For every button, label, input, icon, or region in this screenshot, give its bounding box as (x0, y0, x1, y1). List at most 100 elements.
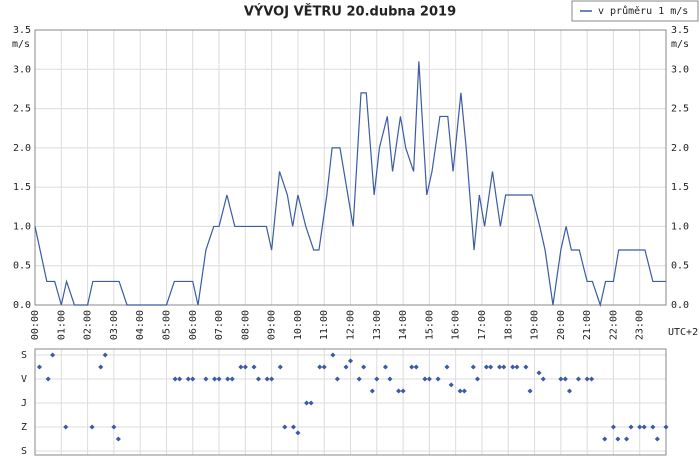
x-tick-label: 05:00 (161, 310, 172, 340)
x-tick-label: 19:00 (530, 310, 541, 340)
x-tick-label: 13:00 (372, 310, 383, 340)
y-tick-label: 0.0 (13, 300, 31, 311)
y-tick-label: Z (21, 422, 27, 433)
direction-point (413, 364, 419, 370)
direction-point (474, 376, 481, 382)
legend-label: v průměru 1 m/s (598, 5, 688, 17)
direction-point (527, 388, 533, 394)
direction-point (269, 376, 275, 382)
y-unit-left: m/s (12, 39, 30, 50)
y-tick-label-right: 3.0 (671, 64, 689, 75)
x-tick-label: 15:00 (424, 310, 435, 340)
direction-point (242, 364, 248, 370)
y-tick-label-right: 1.0 (671, 221, 689, 232)
x-tick-label: 00:00 (30, 310, 41, 340)
direction-point (361, 364, 367, 370)
direction-point (461, 388, 467, 394)
direction-point (374, 376, 380, 382)
direction-point (225, 376, 231, 382)
direction-point (409, 364, 415, 370)
y-tick-label: V (21, 374, 27, 385)
direction-point (98, 364, 104, 370)
direction-point (497, 364, 503, 370)
direction-point (641, 424, 647, 430)
x-tick-label: 22:00 (608, 310, 619, 340)
y-tick-label: 2.0 (13, 143, 31, 154)
x-tick-label: 21:00 (582, 310, 593, 340)
y-tick-label: 2.5 (13, 104, 31, 115)
y-unit-right: m/s (671, 39, 689, 50)
x-tick-label: 09:00 (267, 310, 278, 340)
direction-point (558, 376, 564, 382)
direction-point (387, 376, 393, 382)
direction-point (321, 364, 327, 370)
chart-title: VÝVOJ VĚTRU 20.dubna 2019 (244, 4, 456, 20)
y-tick-label-right: 0.5 (671, 261, 689, 272)
direction-point (212, 376, 218, 382)
direction-point (540, 376, 546, 382)
direction-point (330, 352, 336, 358)
plot-frame (34, 29, 667, 306)
direction-point (172, 376, 178, 382)
direction-point (663, 424, 669, 430)
x-tick-label: 06:00 (188, 310, 199, 340)
direction-point (308, 400, 314, 406)
direction-point (334, 376, 340, 382)
direction-point (470, 364, 476, 370)
direction-point (264, 376, 270, 382)
y-tick-label: 3.5 (13, 25, 31, 36)
x-tick-label: 23:00 (635, 310, 646, 340)
direction-point (290, 424, 296, 430)
x-tick-label: 10:00 (293, 310, 304, 340)
x-tick-label: 01:00 (56, 310, 67, 340)
direction-point (444, 364, 450, 370)
y-tick-label-right: 1.5 (671, 182, 689, 193)
direction-point (400, 388, 406, 394)
direction-point (396, 388, 402, 394)
direction-point (190, 376, 196, 382)
direction-point (426, 376, 432, 382)
y-tick-label-right: 2.5 (671, 104, 689, 115)
x-tick-label: 12:00 (346, 310, 357, 340)
direction-point (615, 436, 621, 442)
x-tick-label: 18:00 (503, 310, 514, 340)
direction-point (177, 376, 183, 382)
direction-point (238, 364, 244, 370)
direction-point (457, 388, 463, 394)
x-tick-label: 20:00 (556, 310, 567, 340)
direction-point (295, 430, 301, 436)
direction-point (566, 388, 573, 394)
direction-point (343, 364, 349, 370)
y-tick-label: S (21, 350, 27, 361)
direction-point (282, 424, 288, 430)
direction-point (369, 388, 375, 394)
y-tick-label: 0.5 (13, 261, 31, 272)
legend: v průměru 1 m/s (571, 0, 699, 22)
direction-point (584, 376, 590, 382)
direction-point (510, 364, 516, 370)
direction-point (637, 424, 643, 430)
x-tick-label: 03:00 (109, 310, 120, 340)
legend-box (571, 0, 699, 22)
x-tick-label: 04:00 (135, 310, 146, 340)
direction-point (277, 364, 283, 370)
direction-point (216, 376, 222, 382)
direction-point (203, 376, 209, 382)
direction-point (562, 376, 568, 382)
y-tick-label: 1.0 (13, 221, 31, 232)
direction-point (347, 358, 354, 364)
x-tick-label: 08:00 (240, 310, 251, 340)
y-tick-label: 3.0 (13, 64, 31, 75)
direction-point (356, 376, 362, 382)
data-line (34, 61, 666, 308)
direction-point (501, 364, 507, 370)
direction-point (251, 364, 257, 370)
direction-point (435, 376, 441, 382)
direction-point (488, 364, 494, 370)
y-tick-label: J (21, 398, 27, 409)
direction-point (523, 364, 529, 370)
x-tick-label: 17:00 (477, 310, 488, 340)
direction-point (536, 370, 542, 376)
y-tick-label-right: 0.0 (671, 300, 689, 311)
